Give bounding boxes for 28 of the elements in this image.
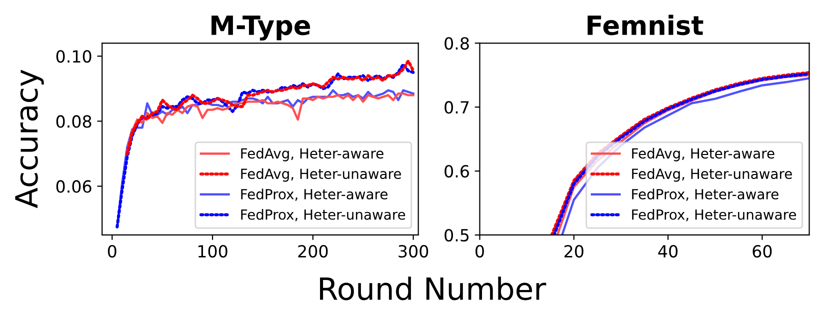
y-tick-label: 0.08 [56, 115, 92, 128]
x-tick-label: 100 [198, 245, 228, 258]
y-tick-label: 0.6 [444, 165, 469, 178]
x-tick-label: 60 [752, 245, 772, 258]
chart-title: Femnist [588, 14, 704, 36]
x-tick-label: 200 [298, 245, 328, 258]
x-tick-label: 0 [108, 245, 116, 258]
legend-label: FedAvg, Heter-aware [241, 148, 384, 162]
y-tick-label: 0.8 [444, 37, 469, 50]
legend-label: FedProx, Heter-aware [241, 188, 388, 201]
legend-label: FedProx, Heter-unaware [632, 209, 796, 222]
legend-label: FedProx, Heter-aware [632, 188, 778, 201]
y-tick-label: 0.10 [56, 50, 92, 63]
x-tick-label: 0 [476, 245, 484, 258]
y-tick-label: 0.5 [444, 228, 469, 242]
y-axis-title: Accuracy [15, 70, 44, 208]
legend-label: FedProx, Heter-unaware [241, 209, 406, 222]
chart-title: M-Type [212, 16, 310, 41]
x-axis-title: Round Number [320, 276, 546, 300]
legend-label: FedAvg, Heter-unaware [632, 168, 792, 182]
x-tick-label: 40 [658, 245, 678, 258]
legend-label: FedAvg, Heter-aware [632, 148, 774, 162]
y-tick-label: 0.06 [56, 180, 92, 193]
line-series [116, 62, 415, 228]
legend-label: FedAvg, Heter-unaware [241, 168, 401, 182]
x-tick-label: 300 [398, 245, 428, 258]
x-tick-label: 20 [564, 245, 584, 258]
y-tick-label: 0.7 [444, 101, 469, 114]
